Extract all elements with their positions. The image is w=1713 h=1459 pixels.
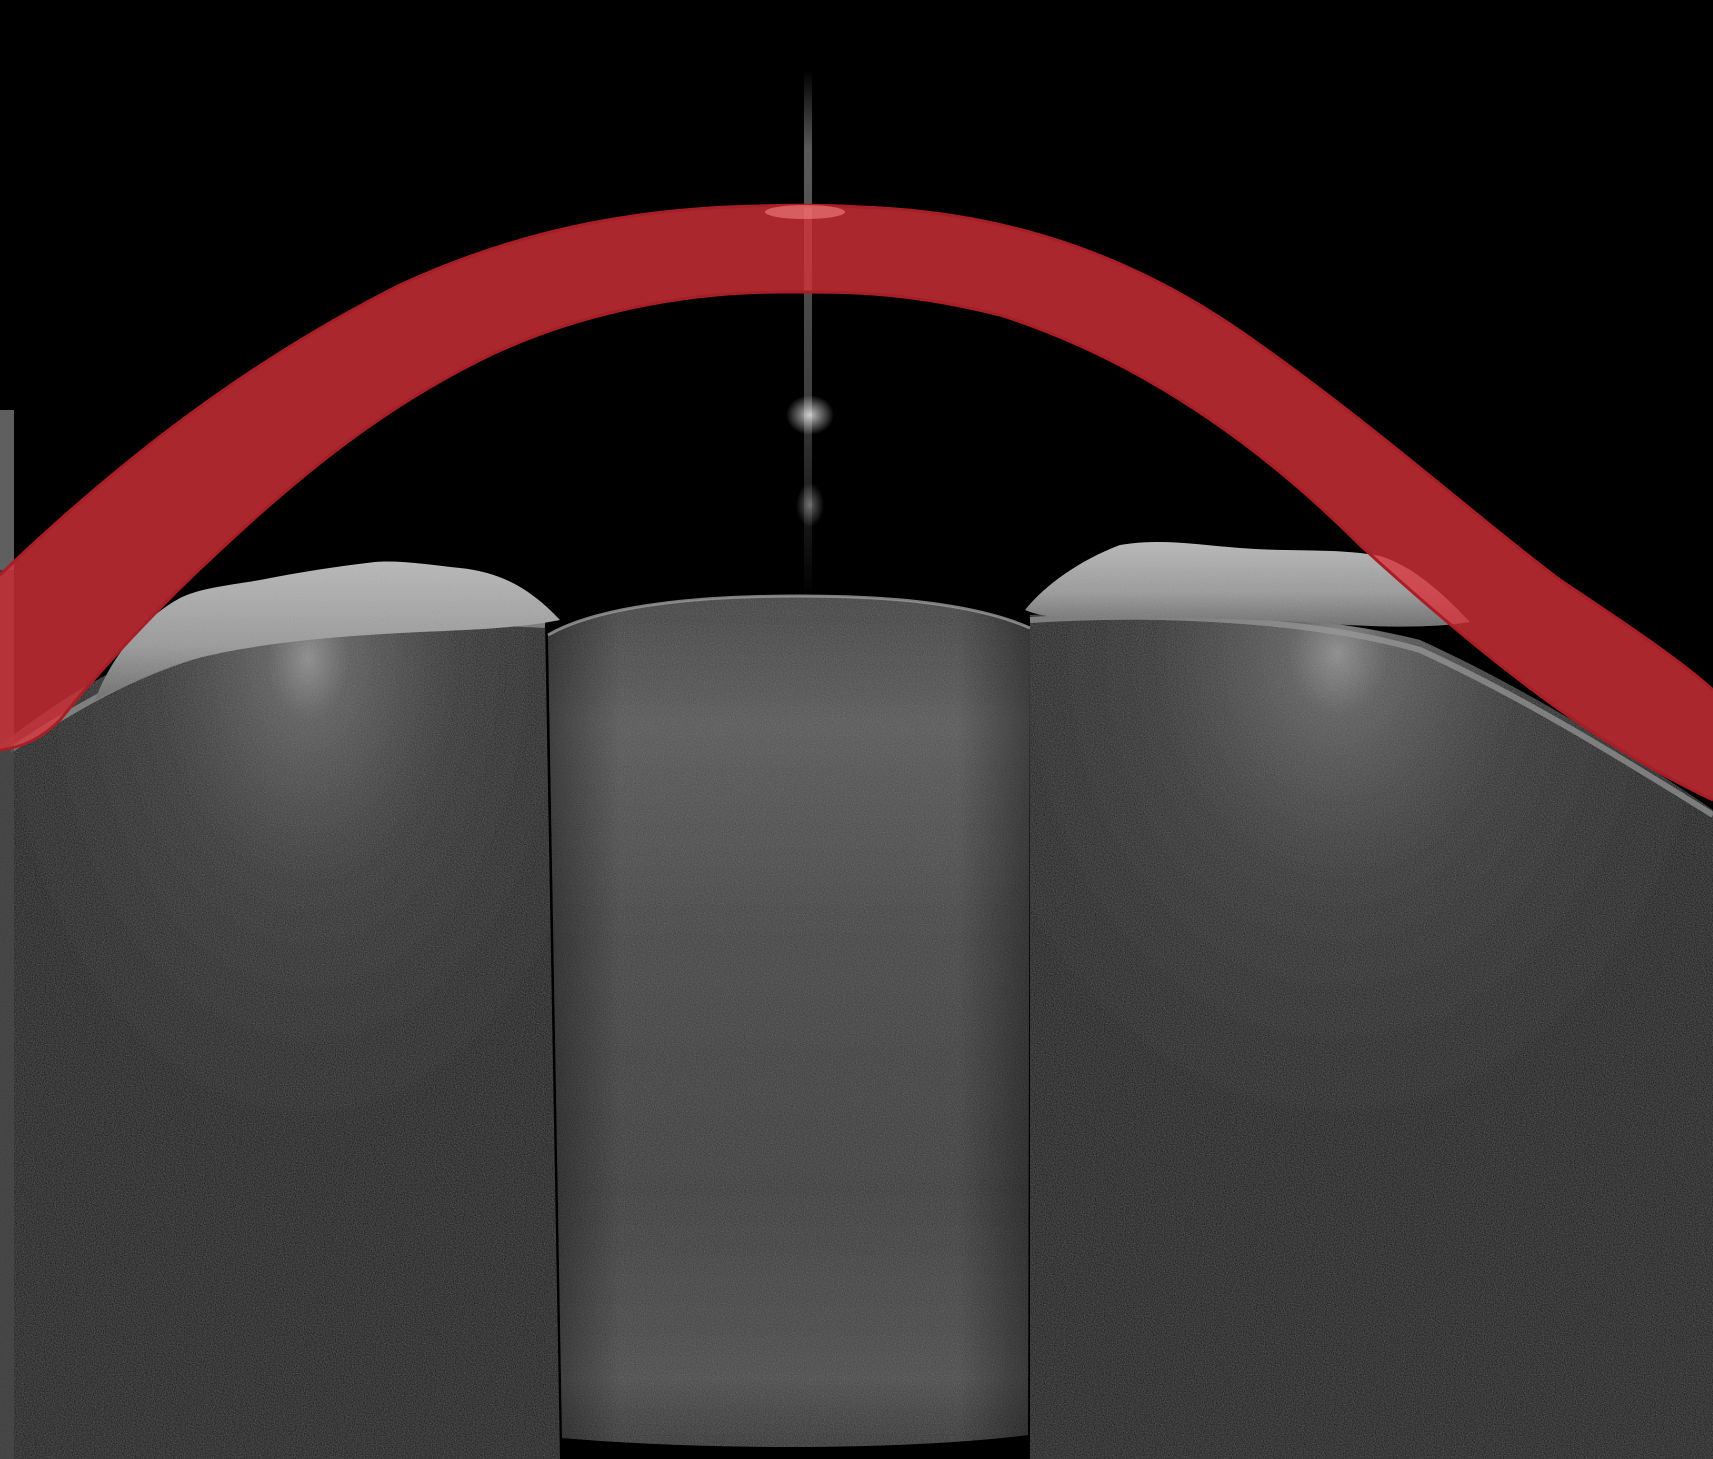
cornea-overlay-anterior-edge	[0, 203, 1713, 692]
cornea-apex-highlight	[765, 205, 845, 219]
right-tissue-mass	[1030, 611, 1713, 1459]
specular-artifact	[786, 70, 834, 600]
lens	[547, 594, 1031, 1447]
left-iris	[95, 561, 560, 700]
right-iris	[1025, 541, 1470, 627]
cornea-segmentation-overlay	[0, 205, 1713, 800]
cornea-overlay-posterior-edge	[0, 290, 1713, 802]
left-tissue-mass	[0, 616, 560, 1459]
lens-anterior-capsule	[547, 594, 1031, 637]
left-edge-artifact-top	[0, 410, 14, 570]
